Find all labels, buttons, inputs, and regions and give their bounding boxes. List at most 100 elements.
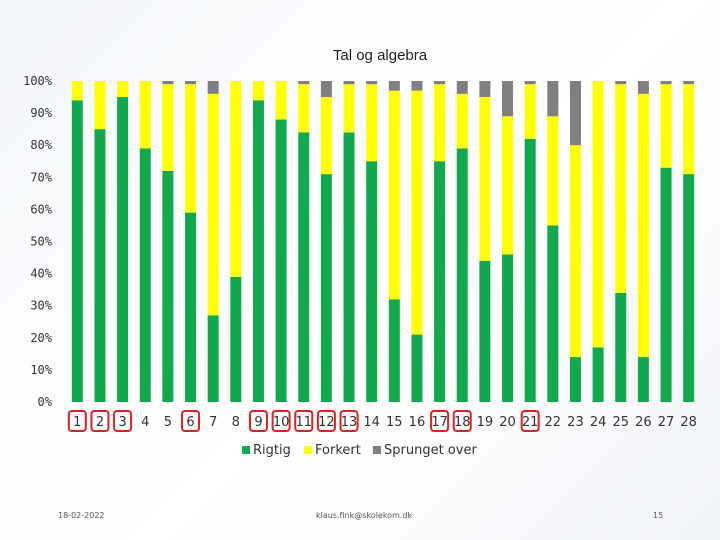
bar-segment-rigtig [185, 212, 197, 402]
bar-segment-forkert [366, 84, 378, 162]
chart-title: Tal og algebra [333, 47, 428, 64]
bar-segment-forkert [592, 81, 604, 348]
highlight-box [113, 410, 133, 432]
bar-segment-rigtig [298, 132, 310, 403]
bar-segment-sprunget-over [683, 81, 695, 85]
x-tick-label: 6 [186, 415, 194, 430]
x-tick-label: 27 [658, 415, 675, 430]
bar-segment-rigtig [207, 315, 219, 402]
bar-segment-rigtig [343, 132, 355, 403]
x-axis: 1 2 3 4 5 6 7 8 9 10 11 12 13 14 15 16 17 18 19 20 21 22 23 24 2… [73, 415, 697, 430]
bar-segment-rigtig [139, 148, 151, 402]
bar-segment-sprunget-over [502, 81, 514, 117]
bar-segment-forkert [434, 84, 446, 162]
legend-label: Forkert [315, 443, 361, 458]
x-tick-label: 25 [612, 415, 629, 430]
bar-segment-forkert [547, 116, 559, 226]
bar-segment-forkert [252, 81, 264, 101]
bar-segment-forkert [230, 81, 242, 277]
bar-segment-sprunget-over [660, 81, 672, 85]
y-tick-label: 80% [30, 138, 52, 152]
bar-segment-sprunget-over [569, 81, 581, 146]
legend-label: Rigtig [253, 443, 291, 458]
bar-segment-rigtig [320, 174, 332, 402]
bar-segment-forkert [479, 97, 491, 261]
bar-segment-forkert [524, 84, 536, 139]
bar-segment-forkert [162, 84, 174, 171]
x-tick-label: 15 [386, 415, 403, 430]
x-tick-label: 1 [73, 415, 81, 430]
bar-segment-forkert [94, 81, 106, 130]
y-tick-label: 0% [38, 395, 53, 409]
highlight-box [339, 410, 359, 432]
bar-segment-forkert [343, 84, 355, 133]
bar-segment-sprunget-over [320, 81, 332, 98]
legend-swatch [373, 446, 381, 454]
x-tick-label: 19 [477, 415, 494, 430]
highlight-box [271, 410, 291, 432]
bar-segment-rigtig [479, 260, 491, 402]
y-tick-label: 90% [30, 106, 52, 120]
x-tick-label: 4 [141, 415, 149, 430]
bar-segment-rigtig [117, 97, 129, 403]
highlight-box [520, 410, 540, 432]
legend-label: Sprunget over [384, 443, 477, 458]
bar-segment-rigtig [434, 161, 446, 402]
x-tick-label: 24 [590, 415, 607, 430]
bar-segment-sprunget-over [434, 81, 446, 85]
footer-date: 18-02-2022 [58, 511, 105, 520]
y-tick-label: 60% [30, 202, 52, 216]
bar-segment-forkert [117, 81, 129, 98]
legend: Rigtig Forkert Sprunget over [242, 443, 477, 458]
x-tick-label: 5 [164, 415, 172, 430]
bar-segment-forkert [683, 84, 695, 175]
x-tick-label: 11 [295, 415, 312, 430]
x-tick-label: 7 [209, 415, 217, 430]
x-tick-label: 8 [232, 415, 240, 430]
highlight-box [452, 410, 472, 432]
x-tick-label: 23 [567, 415, 584, 430]
y-tick-label: 50% [30, 235, 52, 249]
highlight-box [67, 410, 87, 432]
bar-segment-sprunget-over [637, 81, 649, 94]
bar-segment-sprunget-over [366, 81, 378, 85]
bar-segment-rigtig [411, 334, 423, 402]
bar-segment-sprunget-over [524, 81, 536, 85]
bar-segment-forkert [411, 90, 423, 335]
y-tick-label: 30% [30, 299, 52, 313]
highlight-box [294, 410, 314, 432]
bar-segment-rigtig [456, 148, 468, 402]
bar-segment-forkert [320, 97, 332, 175]
x-tick-label: 3 [118, 415, 126, 430]
y-axis: 0% 10% 20% 30% 40% 50% 60% 70% 80% 90% 100% [23, 74, 53, 409]
bar-segment-rigtig [569, 357, 581, 402]
highlight-boxes [67, 410, 540, 432]
y-tick-label: 10% [30, 363, 52, 377]
bars [71, 81, 695, 403]
x-tick-label: 9 [254, 415, 262, 430]
bar-segment-rigtig [502, 254, 514, 402]
bar-segment-rigtig [71, 100, 83, 402]
highlight-box [90, 410, 110, 432]
footer-page-number: 15 [653, 511, 664, 520]
x-tick-label: 18 [454, 415, 471, 430]
bar-segment-rigtig [388, 299, 400, 402]
bar-segment-rigtig [524, 138, 536, 402]
x-tick-label: 22 [545, 415, 562, 430]
x-tick-label: 2 [96, 415, 104, 430]
x-tick-label: 20 [499, 415, 516, 430]
bar-segment-sprunget-over [411, 81, 423, 91]
bar-segment-rigtig [592, 347, 604, 402]
bar-segment-sprunget-over [343, 81, 355, 85]
y-tick-label: 20% [30, 331, 52, 345]
x-tick-label: 13 [341, 415, 358, 430]
bar-segment-rigtig [660, 167, 672, 402]
bar-segment-rigtig [637, 357, 649, 402]
y-tick-label: 100% [23, 74, 53, 88]
bar-segment-sprunget-over [207, 81, 219, 94]
bar-segment-rigtig [366, 161, 378, 402]
bar-segment-sprunget-over [388, 81, 400, 91]
x-tick-label: 14 [363, 415, 380, 430]
bar-segment-forkert [456, 93, 468, 149]
